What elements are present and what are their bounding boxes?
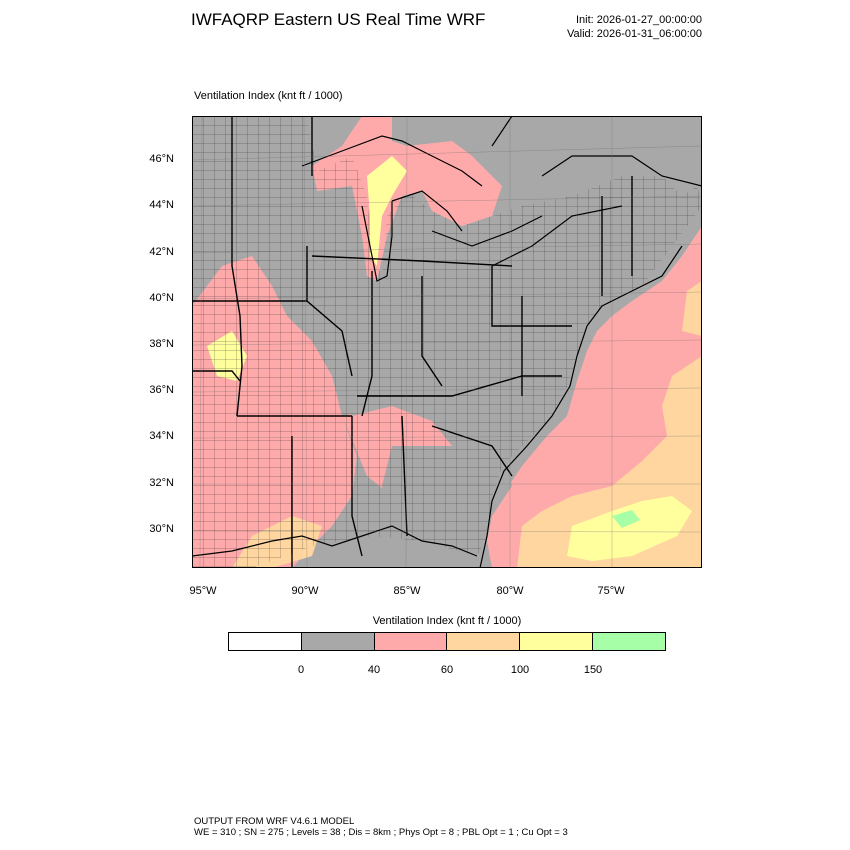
colorbar-tick: 0 [297, 664, 305, 676]
colorbar-swatch [301, 633, 375, 650]
lakes-yellow-region [367, 156, 407, 266]
lat-label: 32°N [149, 477, 174, 489]
model-version: OUTPUT FROM WRF V4.6.1 MODEL [194, 816, 355, 827]
colorbar-label: Ventilation Index (knt ft / 1000) [372, 615, 522, 627]
coastlines [192, 116, 702, 568]
colorbar-swatch [447, 633, 521, 650]
ocean-orange-north [682, 281, 702, 336]
lat-label: 30°N [149, 523, 174, 535]
colorbar-swatch [520, 633, 594, 650]
valid-time: Valid: 2026-01-31_06:00:00 [567, 28, 702, 40]
graticule [192, 116, 702, 568]
state-boundaries [192, 116, 633, 568]
lat-label: 38°N [149, 338, 174, 350]
colorbar-swatch [229, 633, 302, 650]
lon-label: 95°W [189, 585, 217, 597]
init-time: Init: 2026-01-27_00:00:00 [576, 14, 702, 26]
ocean-green-region [612, 510, 640, 528]
time-info: Init: 2026-01-27_00:00:00 Valid: 2026-01… [567, 13, 702, 41]
colorbar-tick: 60 [440, 664, 454, 676]
colorbar-tick: 150 [583, 664, 603, 676]
lat-label: 46°N [149, 153, 174, 165]
colorbar-tick: 100 [510, 664, 530, 676]
lat-label: 40°N [149, 292, 174, 304]
lon-label: 75°W [597, 585, 625, 597]
model-info: OUTPUT FROM WRF V4.6.1 MODEL WE = 310 ; … [194, 816, 568, 838]
colorbar-swatch [374, 633, 448, 650]
map-panel [192, 116, 702, 568]
lat-label: 36°N [149, 384, 174, 396]
lat-label: 34°N [149, 430, 174, 442]
lakes-pink-region [312, 116, 502, 281]
lat-label: 42°N [149, 246, 174, 258]
lon-label: 80°W [496, 585, 524, 597]
lon-label: 85°W [393, 585, 421, 597]
colorbar-tick: 40 [367, 664, 381, 676]
ocean-yellow-region [567, 496, 692, 561]
page-title: IWFAQRP Eastern US Real Time WRF [191, 10, 486, 29]
plot-label: Ventilation Index (knt ft / 1000) [194, 90, 343, 102]
county-lines [192, 116, 702, 568]
lat-label: 44°N [149, 199, 174, 211]
colorbar [228, 632, 666, 651]
lon-label: 90°W [291, 585, 319, 597]
model-settings: WE = 310 ; SN = 275 ; Levels = 38 ; Dis … [194, 827, 568, 838]
colorbar-swatch [593, 633, 665, 650]
